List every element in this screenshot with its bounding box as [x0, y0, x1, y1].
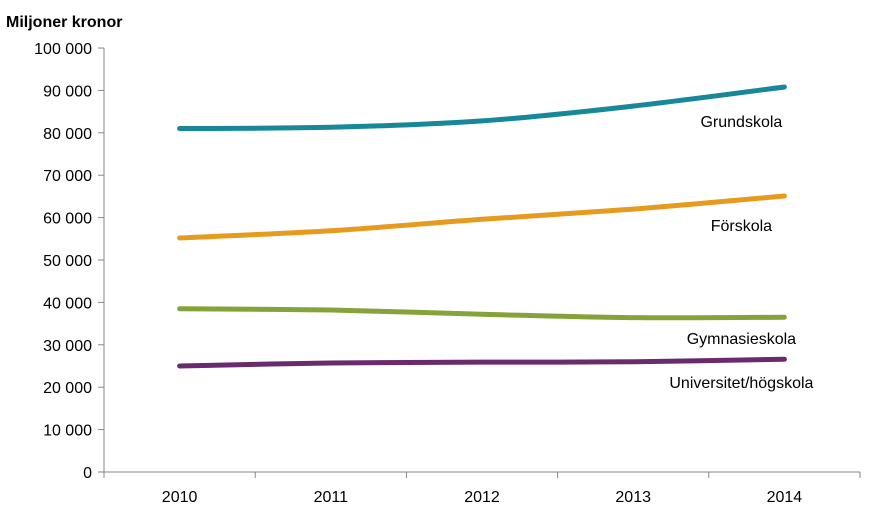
series-line-0 — [177, 84, 787, 132]
series-line-3 — [177, 356, 787, 369]
y-tick-label: 50 000 — [43, 253, 92, 270]
x-tick-label: 2013 — [615, 489, 651, 506]
y-tick-label: 100 000 — [34, 41, 92, 58]
series-line-2 — [177, 306, 787, 321]
x-tick-label: 2012 — [464, 489, 500, 506]
y-tick-label: 90 000 — [43, 83, 92, 100]
y-tick-label: 20 000 — [43, 380, 92, 397]
y-tick-label: 60 000 — [43, 211, 92, 228]
series-label: Förskola — [711, 218, 772, 235]
y-axis-unit-label: Miljoner kronor — [6, 14, 122, 31]
x-tick-label: 2011 — [314, 489, 349, 506]
y-tick-label: 40 000 — [43, 295, 92, 312]
y-tick-label: 80 000 — [43, 126, 92, 143]
y-tick-label: 70 000 — [43, 168, 92, 185]
x-axis-ticks: 2010 2011 2012 2013 2014 — [103, 472, 861, 506]
series-label: Gymnasieskola — [687, 331, 796, 348]
y-axis-ticks: 0 10 000 20 000 30 000 40 000 50 000 60 000 70 … — [34, 41, 104, 482]
series-lines — [177, 84, 787, 369]
y-tick-label: 30 000 — [43, 338, 92, 355]
series-labels: Grundskola Förskola Gymnasieskola Universit… — [669, 114, 813, 392]
series-label: Universitet/högskola — [669, 375, 813, 392]
x-tick-label: 2010 — [162, 489, 198, 506]
series-label: Grundskola — [700, 114, 782, 131]
x-tick-label: 2014 — [767, 489, 803, 506]
series-line-1 — [177, 193, 787, 241]
y-tick-label: 0 — [83, 465, 92, 482]
y-tick-label: 10 000 — [43, 423, 92, 440]
